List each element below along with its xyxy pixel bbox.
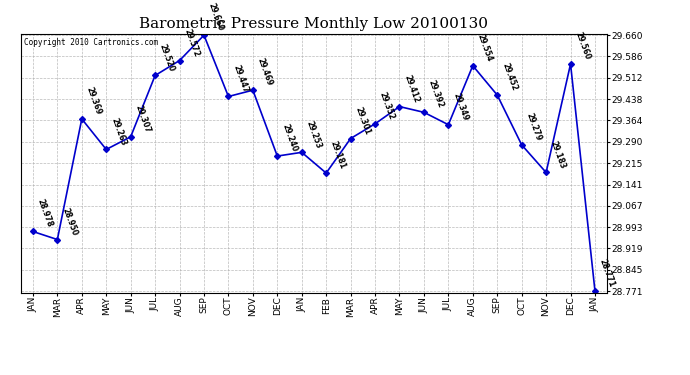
- Text: 29.520: 29.520: [158, 42, 176, 73]
- Text: 29.181: 29.181: [329, 140, 347, 170]
- Text: 29.469: 29.469: [255, 57, 274, 87]
- Text: 29.369: 29.369: [85, 86, 103, 116]
- Text: 29.240: 29.240: [280, 123, 299, 153]
- Text: 29.307: 29.307: [133, 104, 152, 134]
- Text: 28.978: 28.978: [36, 198, 55, 229]
- Text: 29.660: 29.660: [207, 2, 225, 32]
- Text: 29.412: 29.412: [402, 74, 421, 104]
- Text: 28.950: 28.950: [60, 206, 79, 237]
- Text: 29.301: 29.301: [353, 105, 372, 136]
- Text: Copyright 2010 Cartronics.com: Copyright 2010 Cartronics.com: [23, 38, 158, 46]
- Text: 29.279: 29.279: [524, 111, 543, 142]
- Text: 29.447: 29.447: [231, 63, 250, 94]
- Text: 29.349: 29.349: [451, 92, 470, 122]
- Text: 29.392: 29.392: [426, 79, 445, 110]
- Text: 28.771: 28.771: [598, 258, 616, 288]
- Text: 29.253: 29.253: [304, 119, 323, 150]
- Text: 29.352: 29.352: [378, 91, 396, 121]
- Title: Barometric Pressure Monthly Low 20100130: Barometric Pressure Monthly Low 20100130: [139, 17, 489, 31]
- Text: 29.560: 29.560: [573, 31, 592, 61]
- Text: 29.452: 29.452: [500, 62, 518, 92]
- Text: 29.572: 29.572: [182, 27, 201, 58]
- Text: 29.554: 29.554: [475, 33, 494, 63]
- Text: 29.183: 29.183: [549, 139, 567, 170]
- Text: 29.263: 29.263: [109, 116, 128, 147]
